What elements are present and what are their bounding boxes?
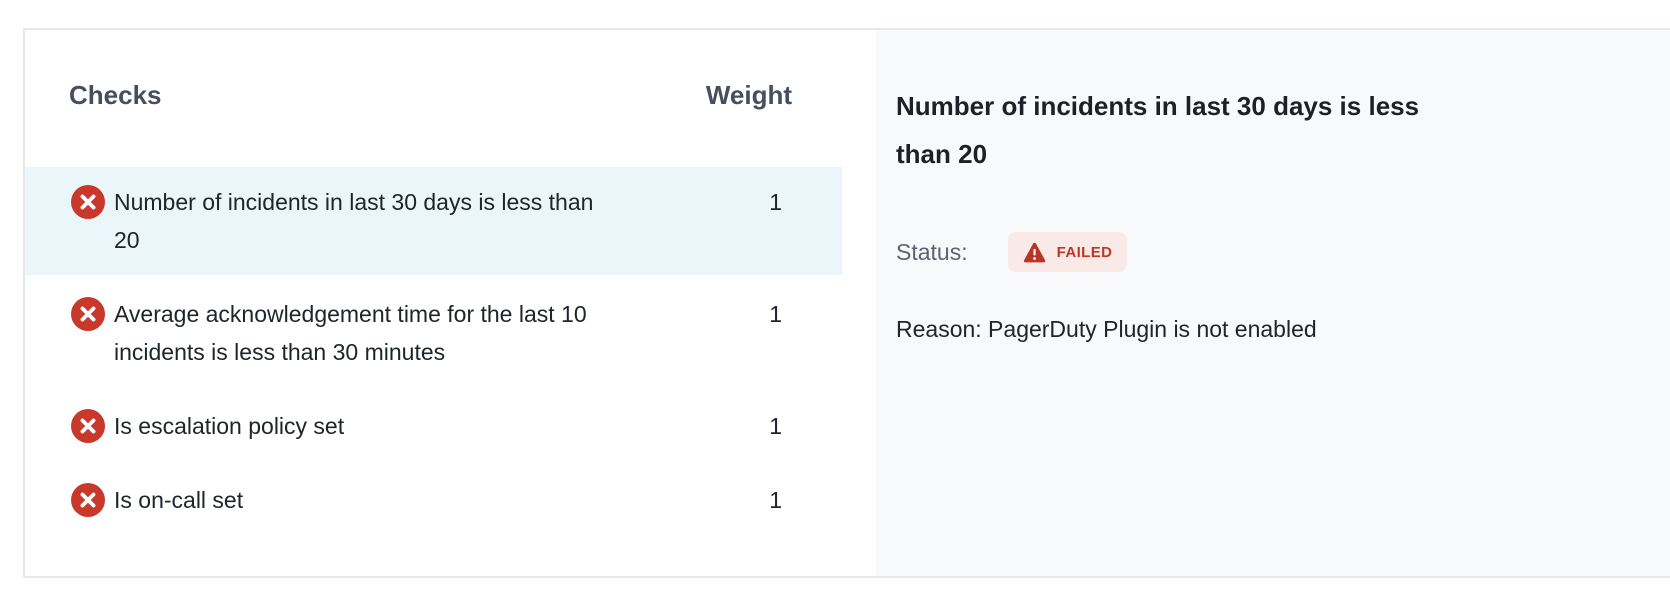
status-label: Status: bbox=[896, 239, 968, 265]
check-weight: 1 bbox=[769, 301, 782, 327]
x-circle-icon bbox=[71, 409, 105, 443]
x-circle-icon bbox=[71, 297, 105, 331]
check-detail-panel: Number of incidents in last 30 days is l… bbox=[876, 30, 1670, 576]
status-row: Status: FAILED bbox=[896, 232, 1630, 272]
check-detail-title: Number of incidents in last 30 days is l… bbox=[896, 91, 1420, 169]
warning-triangle-icon bbox=[1023, 242, 1045, 262]
status-value: FAILED bbox=[1056, 243, 1113, 261]
check-label: Average acknowledgement time for the las… bbox=[114, 301, 587, 365]
check-row-avg-ack-time[interactable]: Average acknowledgement time for the las… bbox=[25, 279, 842, 387]
x-circle-icon bbox=[71, 185, 105, 219]
check-row-incidents-last-30-days[interactable]: Number of incidents in last 30 days is l… bbox=[25, 167, 842, 275]
check-weight: 1 bbox=[769, 413, 782, 439]
check-weight: 1 bbox=[769, 189, 782, 215]
status-badge: FAILED bbox=[1007, 232, 1128, 272]
check-reason: Reason: PagerDuty Plugin is not enabled bbox=[896, 316, 1317, 342]
check-results-card: Checks Weight Number of incidents in las… bbox=[23, 28, 1670, 578]
check-label: Number of incidents in last 30 days is l… bbox=[114, 189, 594, 253]
checks-table-header: Checks Weight bbox=[25, 30, 876, 110]
check-label: Is escalation policy set bbox=[114, 413, 345, 439]
checks-list: Number of incidents in last 30 days is l… bbox=[25, 167, 876, 535]
check-label: Is on-call set bbox=[114, 487, 244, 513]
checks-table: Checks Weight Number of incidents in las… bbox=[25, 30, 876, 576]
check-weight: 1 bbox=[769, 487, 782, 513]
checks-column-header: Checks bbox=[69, 80, 162, 110]
check-row-escalation-policy[interactable]: Is escalation policy set 1 bbox=[25, 391, 842, 461]
check-row-on-call[interactable]: Is on-call set 1 bbox=[25, 465, 842, 535]
x-circle-icon bbox=[71, 483, 105, 517]
weight-column-header: Weight bbox=[705, 80, 792, 110]
